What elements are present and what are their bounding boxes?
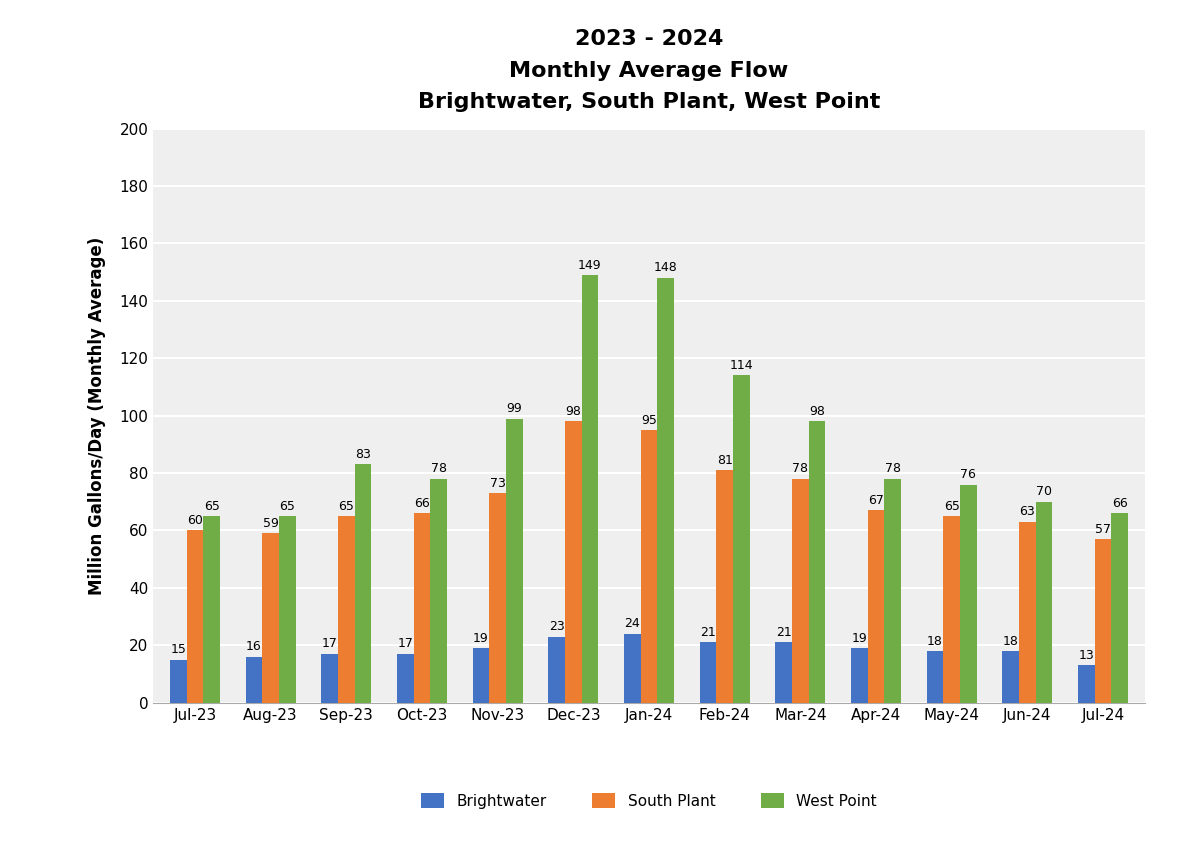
Text: 66: 66 <box>1112 497 1128 510</box>
Bar <box>1112 513 1128 703</box>
Text: 19: 19 <box>473 632 489 644</box>
Text: 21: 21 <box>775 626 792 639</box>
Text: 13: 13 <box>1079 649 1094 662</box>
Text: 60: 60 <box>188 514 203 527</box>
Text: 148: 148 <box>654 261 677 274</box>
Bar <box>1036 502 1053 703</box>
Text: 57: 57 <box>1095 523 1112 536</box>
Text: 66: 66 <box>414 497 430 510</box>
Text: 17: 17 <box>322 638 337 650</box>
Text: 149: 149 <box>578 259 602 272</box>
Text: 73: 73 <box>490 476 505 489</box>
Bar <box>396 654 414 703</box>
Text: 59: 59 <box>263 517 278 530</box>
Legend: Brightwater, South Plant, West Point: Brightwater, South Plant, West Point <box>413 785 885 816</box>
Text: 63: 63 <box>1020 506 1035 518</box>
Bar <box>473 648 490 703</box>
Text: 65: 65 <box>339 500 354 512</box>
Text: 21: 21 <box>700 626 716 639</box>
Bar <box>337 516 355 703</box>
Text: 18: 18 <box>927 635 943 648</box>
Bar <box>203 516 219 703</box>
Text: 76: 76 <box>961 468 976 481</box>
Bar <box>490 493 506 703</box>
Bar <box>262 533 278 703</box>
Bar <box>1002 651 1020 703</box>
Text: 83: 83 <box>355 448 371 461</box>
Text: 16: 16 <box>247 640 262 653</box>
Text: 98: 98 <box>809 405 825 418</box>
Text: 78: 78 <box>885 463 900 476</box>
Bar <box>170 660 186 703</box>
Bar <box>641 430 657 703</box>
Text: 78: 78 <box>792 463 808 476</box>
Bar <box>624 634 641 703</box>
Bar <box>414 513 431 703</box>
Text: 65: 65 <box>944 500 959 512</box>
Bar <box>278 516 296 703</box>
Bar <box>792 479 808 703</box>
Bar <box>867 511 884 703</box>
Text: 78: 78 <box>431 463 447 476</box>
Bar <box>700 643 716 703</box>
Text: 70: 70 <box>1036 485 1051 498</box>
Bar <box>549 637 565 703</box>
Bar <box>716 470 733 703</box>
Bar <box>926 651 943 703</box>
Title: 2023 - 2024
Monthly Average Flow
Brightwater, South Plant, West Point: 2023 - 2024 Monthly Average Flow Brightw… <box>418 29 880 111</box>
Bar <box>657 278 674 703</box>
Bar <box>943 516 961 703</box>
Bar <box>245 656 262 703</box>
Bar <box>1020 522 1036 703</box>
Bar <box>808 422 825 703</box>
Text: 15: 15 <box>170 644 186 656</box>
Text: 67: 67 <box>868 494 884 507</box>
Bar <box>582 275 598 703</box>
Text: 65: 65 <box>280 500 295 512</box>
Bar <box>565 422 582 703</box>
Text: 24: 24 <box>624 617 641 631</box>
Bar <box>851 648 867 703</box>
Bar <box>884 479 902 703</box>
Bar <box>961 484 977 703</box>
Text: 18: 18 <box>1003 635 1018 648</box>
Bar <box>431 479 447 703</box>
Bar <box>186 530 203 703</box>
Bar <box>506 418 523 703</box>
Bar <box>1095 539 1112 703</box>
Text: 114: 114 <box>729 359 753 372</box>
Text: 81: 81 <box>716 453 733 467</box>
Text: 95: 95 <box>641 414 657 427</box>
Text: 19: 19 <box>852 632 867 644</box>
Bar <box>733 375 749 703</box>
Y-axis label: Million Gallons/Day (Monthly Average): Million Gallons/Day (Monthly Average) <box>87 237 106 595</box>
Text: 65: 65 <box>204 500 219 512</box>
Text: 17: 17 <box>398 638 413 650</box>
Bar <box>1079 665 1095 703</box>
Text: 23: 23 <box>549 620 564 633</box>
Text: 99: 99 <box>506 402 523 415</box>
Bar <box>355 464 372 703</box>
Bar <box>321 654 337 703</box>
Text: 98: 98 <box>565 405 582 418</box>
Bar <box>775 643 792 703</box>
